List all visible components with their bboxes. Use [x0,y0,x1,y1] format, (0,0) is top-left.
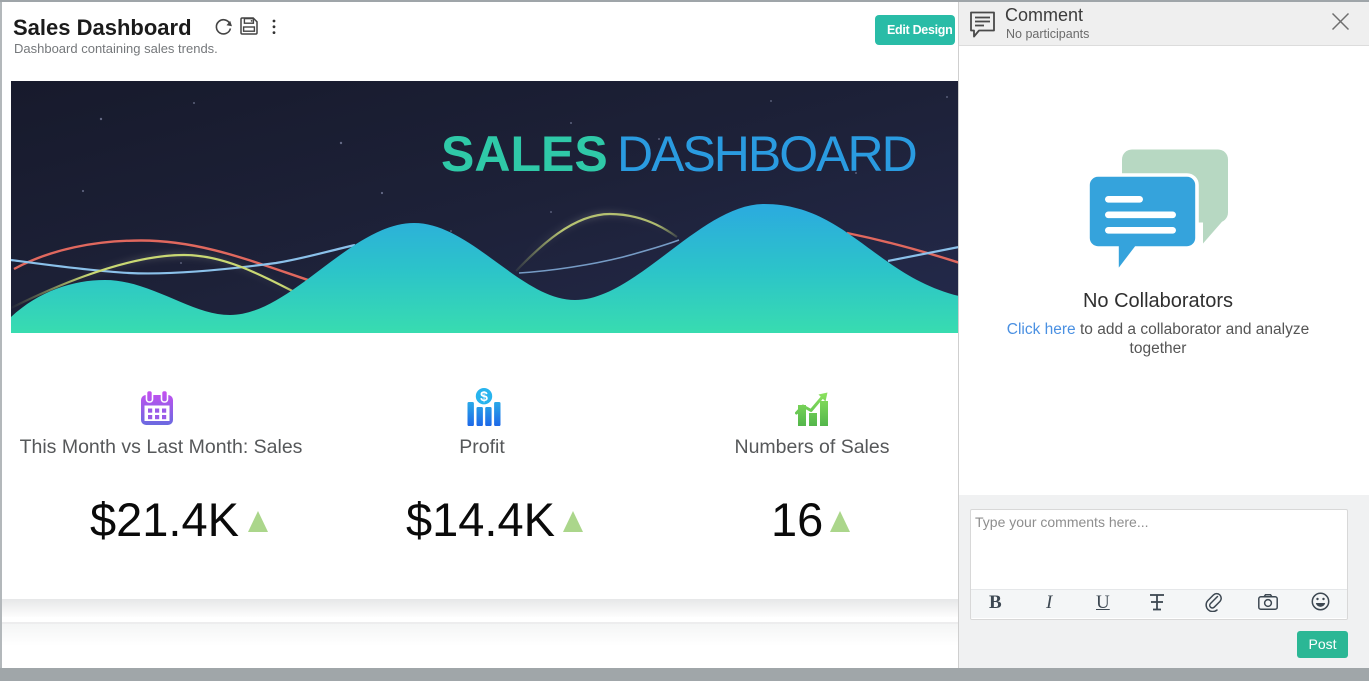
svg-text:DASHBOARD: DASHBOARD [617,126,916,182]
svg-text:SALES: SALES [441,126,608,182]
svg-text:$: $ [480,388,488,404]
